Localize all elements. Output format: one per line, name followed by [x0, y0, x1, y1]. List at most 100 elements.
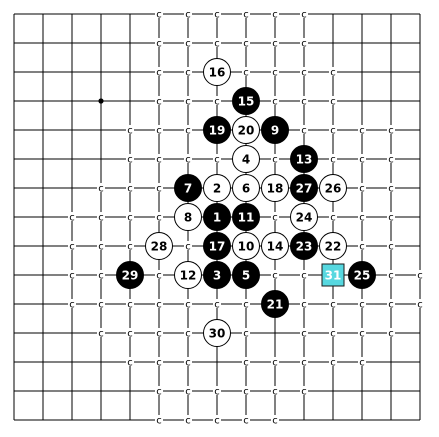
candidate-point[interactable]: c — [155, 183, 163, 195]
candidate-point[interactable]: c — [387, 328, 395, 340]
candidate-point[interactable]: c — [358, 183, 366, 195]
candidate-point[interactable]: c — [242, 386, 250, 398]
stone-11[interactable]: 11 — [232, 203, 260, 231]
candidate-point[interactable]: c — [387, 183, 395, 195]
candidate-point[interactable]: c — [126, 328, 134, 340]
candidate-point[interactable]: c — [155, 212, 163, 224]
stone-6[interactable]: 6 — [232, 174, 260, 202]
candidate-point[interactable]: c — [155, 299, 163, 311]
stone-12[interactable]: 12 — [174, 261, 202, 289]
candidate-point[interactable]: c — [329, 328, 337, 340]
candidate-point[interactable]: c — [387, 270, 395, 282]
candidate-point[interactable]: c — [213, 96, 221, 108]
candidate-point[interactable]: c — [126, 154, 134, 166]
candidate-point[interactable]: c — [329, 212, 337, 224]
candidate-point[interactable]: c — [126, 357, 134, 369]
stone-23[interactable]: 23 — [290, 232, 318, 260]
stone-27[interactable]: 27 — [290, 174, 318, 202]
candidate-point[interactable]: c — [300, 38, 308, 50]
candidate-point[interactable]: c — [155, 357, 163, 369]
stone-29[interactable]: 29 — [116, 261, 144, 289]
candidate-point[interactable]: c — [184, 328, 192, 340]
candidate-point[interactable]: c — [271, 154, 279, 166]
candidate-point[interactable]: c — [155, 386, 163, 398]
candidate-point[interactable]: c — [155, 415, 163, 427]
candidate-point[interactable]: c — [126, 125, 134, 137]
candidate-point[interactable]: c — [358, 154, 366, 166]
stone-8[interactable]: 8 — [174, 203, 202, 231]
candidate-point[interactable]: c — [271, 386, 279, 398]
stone-1[interactable]: 1 — [203, 203, 231, 231]
candidate-point[interactable]: c — [416, 270, 424, 282]
candidate-point[interactable]: c — [358, 357, 366, 369]
candidate-point[interactable]: c — [358, 125, 366, 137]
candidate-point[interactable]: c — [213, 299, 221, 311]
stone-15[interactable]: 15 — [232, 87, 260, 115]
stone-18[interactable]: 18 — [261, 174, 289, 202]
candidate-point[interactable]: c — [184, 415, 192, 427]
candidate-point[interactable]: c — [300, 270, 308, 282]
candidate-point[interactable]: c — [184, 96, 192, 108]
candidate-point[interactable]: c — [213, 38, 221, 50]
stone-30[interactable]: 30 — [203, 319, 231, 347]
candidate-point[interactable]: c — [271, 415, 279, 427]
stone-13[interactable]: 13 — [290, 145, 318, 173]
stone-25[interactable]: 25 — [348, 261, 376, 289]
candidate-point[interactable]: c — [300, 125, 308, 137]
candidate-point[interactable]: c — [184, 67, 192, 79]
candidate-point[interactable]: c — [300, 386, 308, 398]
candidate-point[interactable]: c — [126, 212, 134, 224]
candidate-point[interactable]: c — [155, 125, 163, 137]
candidate-point[interactable]: c — [68, 212, 76, 224]
candidate-point[interactable]: c — [271, 212, 279, 224]
candidate-point[interactable]: c — [155, 154, 163, 166]
stone-9[interactable]: 9 — [261, 116, 289, 144]
candidate-point[interactable]: c — [271, 38, 279, 50]
candidate-point[interactable]: c — [242, 357, 250, 369]
candidate-point[interactable]: c — [184, 241, 192, 253]
candidate-point[interactable]: c — [271, 270, 279, 282]
candidate-point[interactable]: c — [242, 67, 250, 79]
candidate-point[interactable]: c — [271, 9, 279, 21]
candidate-point[interactable]: c — [155, 67, 163, 79]
stone-10[interactable]: 10 — [232, 232, 260, 260]
candidate-point[interactable]: c — [97, 270, 105, 282]
candidate-point[interactable]: c — [68, 299, 76, 311]
candidate-point[interactable]: c — [97, 328, 105, 340]
candidate-point[interactable]: c — [329, 299, 337, 311]
candidate-point[interactable]: c — [242, 415, 250, 427]
candidate-point[interactable]: c — [387, 125, 395, 137]
candidate-point[interactable]: c — [97, 241, 105, 253]
candidate-point[interactable]: c — [329, 154, 337, 166]
candidate-point[interactable]: c — [97, 299, 105, 311]
candidate-point[interactable]: c — [300, 9, 308, 21]
stone-16[interactable]: 16 — [203, 58, 231, 86]
candidate-point[interactable]: c — [358, 212, 366, 224]
candidate-point[interactable]: c — [155, 328, 163, 340]
candidate-point[interactable]: c — [242, 38, 250, 50]
stone-17[interactable]: 17 — [203, 232, 231, 260]
candidate-point[interactable]: c — [184, 125, 192, 137]
candidate-point[interactable]: c — [155, 96, 163, 108]
stone-14[interactable]: 14 — [261, 232, 289, 260]
stone-20[interactable]: 20 — [232, 116, 260, 144]
candidate-point[interactable]: c — [184, 299, 192, 311]
candidate-point[interactable]: c — [271, 357, 279, 369]
stone-28[interactable]: 28 — [145, 232, 173, 260]
stone-5[interactable]: 5 — [232, 261, 260, 289]
candidate-point[interactable]: c — [300, 328, 308, 340]
stone-4[interactable]: 4 — [232, 145, 260, 173]
candidate-point[interactable]: c — [184, 38, 192, 50]
stone-2[interactable]: 2 — [203, 174, 231, 202]
candidate-point[interactable]: c — [329, 357, 337, 369]
candidate-point[interactable]: c — [155, 270, 163, 282]
candidate-point[interactable]: c — [358, 328, 366, 340]
stone-21[interactable]: 21 — [261, 290, 289, 318]
candidate-point[interactable]: c — [213, 154, 221, 166]
stone-31[interactable]: 31 — [321, 263, 345, 287]
candidate-point[interactable]: c — [213, 415, 221, 427]
candidate-point[interactable]: c — [242, 9, 250, 21]
candidate-point[interactable]: c — [387, 241, 395, 253]
